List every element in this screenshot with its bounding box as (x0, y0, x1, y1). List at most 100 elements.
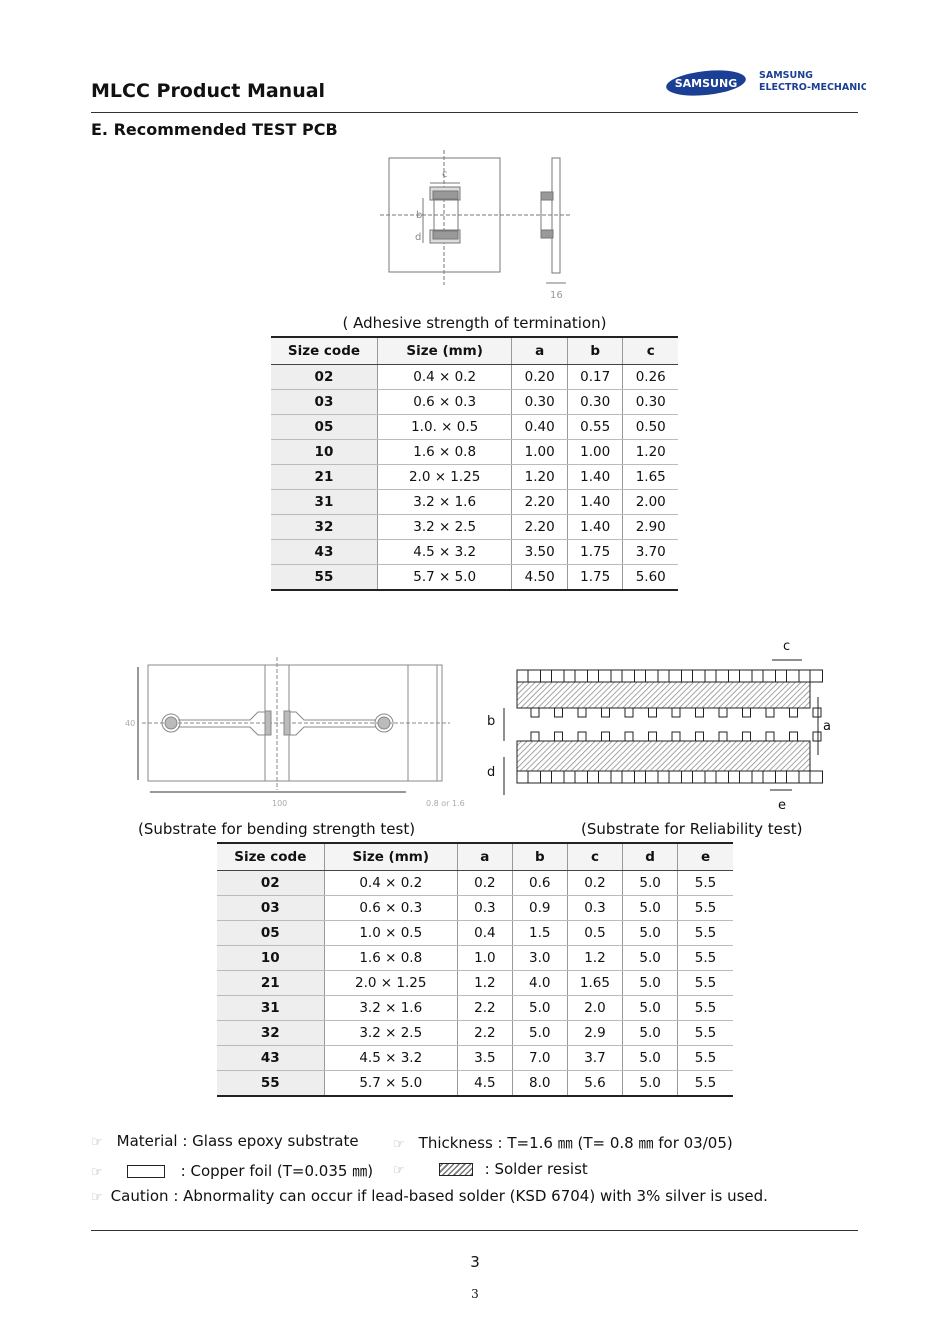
table-cell: 1.6 × 0.8 (324, 945, 458, 971)
pad (798, 770, 811, 784)
pad (634, 669, 646, 683)
table-cell: 5.0 (622, 1045, 679, 1071)
pad (762, 669, 776, 683)
page-number-small: 3 (471, 1287, 479, 1301)
table-cell: 1.2 (567, 945, 624, 971)
pad (610, 770, 623, 784)
table-row: 43 4.5 × 3.2 3.5 7.0 3.7 5.0 5.5 (217, 1045, 733, 1071)
pad (728, 770, 740, 784)
table-row: 02 0.4 × 0.2 0.2 0.6 0.2 5.0 5.5 (217, 870, 733, 896)
table-cell: 1.20 (511, 464, 568, 490)
table-cell: 5.5 (677, 970, 733, 996)
table-cell: 1.75 (567, 564, 624, 591)
table-cell: 5.6 (567, 1070, 624, 1097)
table-cell: 2.9 (567, 1020, 624, 1046)
svg-text:SAMSUNG: SAMSUNG (759, 70, 813, 81)
table-cell: 4.5 × 3.2 (377, 539, 513, 565)
table-cell: 3.2 × 1.6 (324, 995, 458, 1021)
table-cell: 05 (217, 920, 325, 946)
table-cell: 55 (217, 1070, 325, 1097)
pad (563, 669, 576, 683)
table-cell: 1.2 (457, 970, 513, 996)
pointing-hand-icon: ☞ (91, 1135, 103, 1150)
table-cell: 2.0 × 1.25 (324, 970, 458, 996)
pad (601, 731, 610, 742)
table-cell: 0.9 (512, 895, 568, 921)
pad (601, 707, 610, 718)
table-cell: 0.4 × 0.2 (377, 364, 513, 390)
table-cell: 2.20 (511, 489, 568, 515)
note-solder: ☞: Solder resist (393, 1160, 588, 1178)
pad (587, 770, 599, 784)
pad (718, 707, 728, 718)
table-row: 43 4.5 × 3.2 3.50 1.75 3.70 (271, 539, 678, 565)
table-cell: 2.20 (511, 514, 568, 540)
table-cell: 0.30 (622, 389, 678, 415)
bending-caption: (Substrate for bending strength test) (138, 820, 416, 838)
samsung-logo: SAMSUNG SAMSUNG ELECTRO-MECHANICS (666, 70, 866, 96)
table-cell: 5.5 (677, 1045, 733, 1071)
table-cell: 0.17 (567, 364, 624, 390)
table-row: 55 5.7 × 5.0 4.50 1.75 5.60 (271, 564, 678, 591)
table-cell: 0.30 (567, 389, 624, 415)
table-cell: 5.7 × 5.0 (324, 1070, 458, 1097)
table-cell: 3.2 × 2.5 (324, 1020, 458, 1046)
table-cell: 8.0 (512, 1070, 568, 1097)
table-cell: 3.50 (511, 539, 568, 565)
table-cell: 1.75 (567, 539, 624, 565)
table-cell: 5.5 (677, 870, 733, 896)
pad (718, 731, 728, 742)
table-cell: 02 (217, 870, 325, 896)
footer-divider (91, 1230, 858, 1231)
pad (621, 669, 635, 683)
table-cell: 0.3 (567, 895, 624, 921)
table-cell: 5.0 (622, 870, 679, 896)
table-cell: 2.2 (457, 995, 513, 1021)
pad (574, 770, 588, 784)
table-row: 10 1.6 × 0.8 1.00 1.00 1.20 (271, 439, 678, 465)
table-cell: 03 (271, 389, 378, 415)
table-cell: 43 (217, 1045, 325, 1071)
table-cell: 10 (217, 945, 325, 971)
solder-resist-swatch (438, 1163, 473, 1176)
header-row: Size code Size (mm) a b c (271, 336, 678, 365)
section-title: E. Recommended TEST PCB (91, 120, 338, 139)
table-cell: 0.6 (512, 870, 568, 896)
table-cell: 5.0 (622, 945, 679, 971)
svg-text:d: d (487, 765, 495, 780)
header-divider (91, 112, 858, 113)
table-cell: 2.90 (622, 514, 678, 540)
table-row: 31 3.2 × 1.6 2.20 1.40 2.00 (271, 489, 678, 515)
adhesive-test-pcb-diagram: c b d 16 (380, 150, 570, 301)
reliability-table: Size code Size (mm) a b c d e 02 0.4 × 0.2 0.2 0.6… (217, 842, 733, 1097)
table-cell: 32 (271, 514, 378, 540)
table-cell: 0.5 (567, 920, 624, 946)
column-header: e (677, 842, 733, 871)
table-cell: 3.70 (622, 539, 678, 565)
table-cell: 1.6 × 0.8 (377, 439, 513, 465)
note-material: ☞ Material : Glass epoxy substrate (91, 1132, 359, 1150)
table-cell: 5.5 (677, 1020, 733, 1046)
table-row: 02 0.4 × 0.2 0.20 0.17 0.26 (271, 364, 678, 390)
pad (577, 731, 587, 742)
pad (574, 669, 588, 683)
pad (704, 669, 717, 683)
table-cell: 03 (217, 895, 325, 921)
pad (786, 770, 800, 784)
table-cell: 0.2 (457, 870, 513, 896)
column-header: a (511, 336, 568, 365)
column-header: d (622, 842, 679, 871)
pad (530, 707, 540, 718)
table-cell: 1.20 (622, 439, 678, 465)
table-cell: 2.0 (567, 995, 624, 1021)
table-cell: 5.0 (622, 920, 679, 946)
note-copper: ☞: Copper foil (T=0.035 ㎜) (91, 1162, 374, 1180)
table-cell: 5.5 (677, 895, 733, 921)
pad (681, 669, 693, 683)
column-header: Size code (217, 842, 325, 871)
pad (789, 731, 798, 742)
svg-text:SAMSUNG: SAMSUNG (675, 77, 737, 90)
pad (554, 707, 563, 718)
adhesive-strength-table: Size code Size (mm) a b c 02 0.4 × 0.2 0.20 0.17… (271, 336, 678, 591)
column-header: c (622, 336, 678, 365)
